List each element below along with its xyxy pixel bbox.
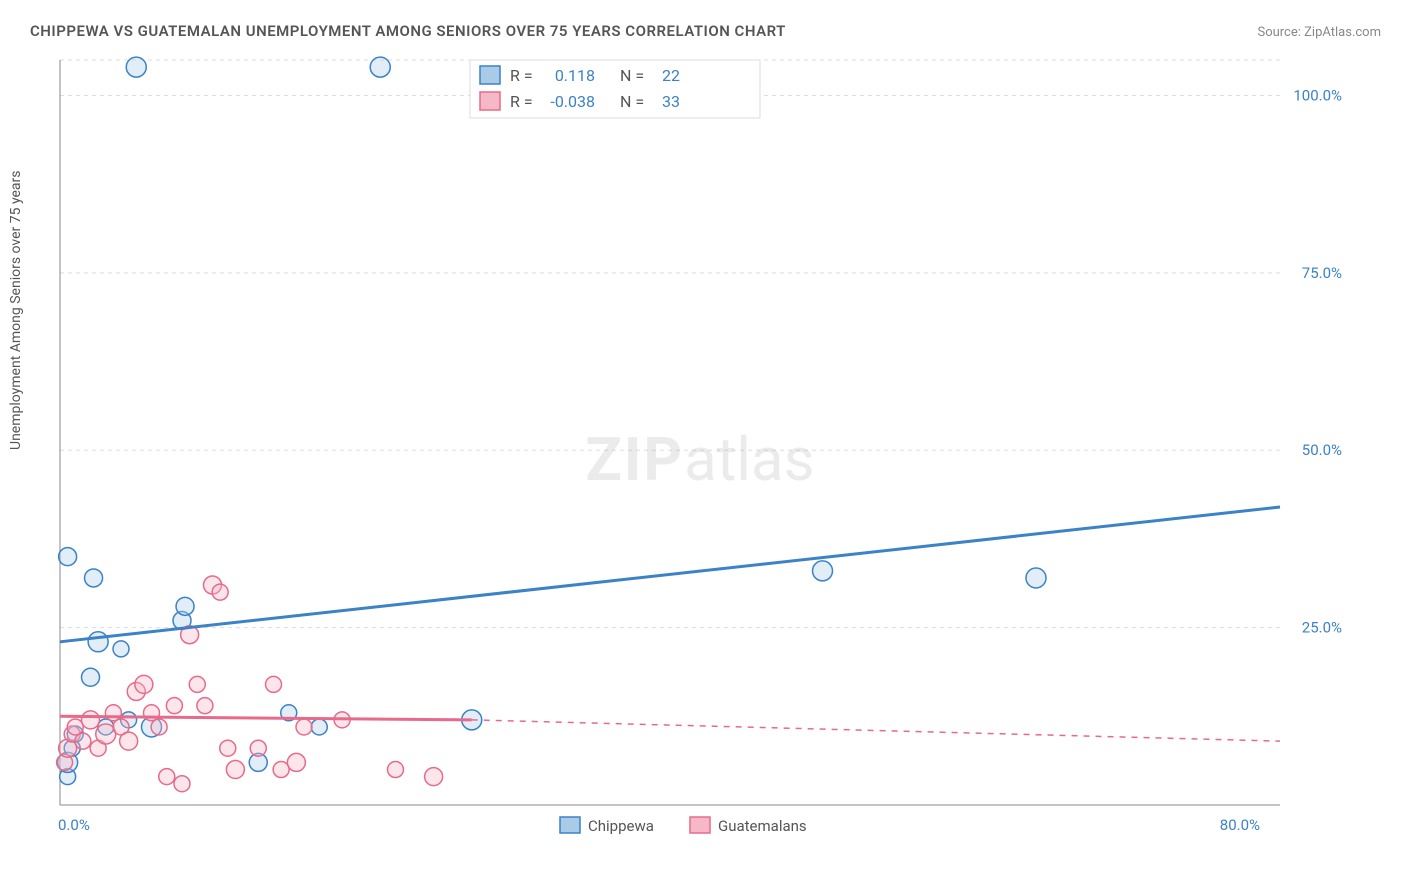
y-tick-label: 50.0% [1302,441,1342,459]
data-point [212,584,228,600]
data-point [197,698,213,714]
legend-n-value: 22 [662,66,680,85]
data-point [67,719,83,735]
x-origin-label: 0.0% [58,816,90,834]
data-point [287,753,305,771]
data-point [220,740,236,756]
data-point [105,705,121,721]
data-point [82,668,100,686]
data-point [425,768,443,786]
legend-label: Guatemalans [718,817,807,835]
y-tick-label: 25.0% [1302,619,1342,637]
source-attribution: Source: ZipAtlas.com [1257,25,1381,40]
data-point [370,57,390,77]
legend-swatch [480,92,500,110]
data-point [176,597,194,615]
legend-swatch [480,66,500,84]
x-max-label: 80.0% [1220,816,1260,834]
data-point [126,57,146,77]
data-point [174,776,190,792]
trend-line-dashed [472,720,1280,741]
data-point [120,732,138,750]
data-point [82,711,100,729]
legend-n-prefix: N = [620,66,644,85]
data-point [88,632,108,652]
plot-svg: 25.0% 50.0% 75.0% 100.0% 0.0% 80.0% ZIPatlas R … [50,55,1350,845]
data-point [159,769,175,785]
legend-n-value: 33 [662,92,680,111]
data-point [189,676,205,692]
data-point [273,762,289,778]
legend-r-value: 0.118 [555,66,595,85]
watermark: ZIPatlas [585,424,814,495]
data-point [135,675,153,693]
scatter-plot: 25.0% 50.0% 75.0% 100.0% 0.0% 80.0% ZIPatlas R … [50,55,1350,845]
data-point [113,641,129,657]
data-point [388,762,404,778]
data-point [75,733,91,749]
chart-title: CHIPPEWA VS GUATEMALAN UNEMPLOYMENT AMON… [30,22,786,40]
y-tick-label: 100.0% [1293,86,1342,104]
data-point [151,719,167,735]
data-point [226,761,244,779]
data-point [250,740,266,756]
data-point [85,569,103,587]
data-point [166,698,182,714]
data-point [1026,568,1046,588]
legend-swatch [560,817,580,833]
data-point [813,561,833,581]
data-point [59,548,77,566]
legend-label: Chippewa [588,817,654,835]
data-point [266,676,282,692]
y-tick-label: 75.0% [1302,264,1342,282]
legend-r-value: -0.038 [550,92,595,111]
y-axis-label: Unemployment Among Seniors over 75 years [8,171,24,451]
data-point [311,719,327,735]
data-point [296,719,312,735]
legend-r-prefix: R = [510,92,533,111]
trend-line [60,507,1280,642]
legend-swatch [690,817,710,833]
legend-r-prefix: R = [510,66,533,85]
legend-n-prefix: N = [620,92,644,111]
